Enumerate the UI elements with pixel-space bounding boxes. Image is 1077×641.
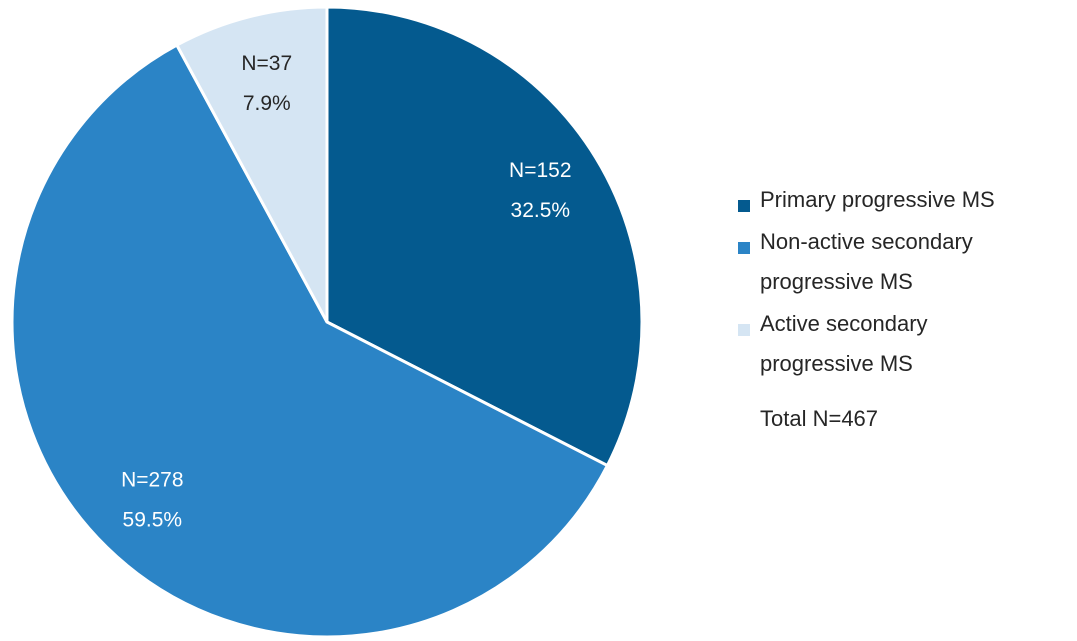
pie-slice	[325, 5, 644, 468]
legend-label: Active secondary progressive MS	[760, 311, 928, 376]
pie-slice	[10, 43, 610, 639]
chart: N=152 32.5% N=278 59.5% N=37 7.9%	[10, 5, 644, 639]
value-label: 59.5%	[123, 508, 183, 531]
legend-swatch	[738, 324, 750, 336]
value-label: 7.9%	[243, 92, 291, 115]
value-label: 32.5%	[511, 199, 571, 222]
legend-label: Non-active secondary progressive MS	[760, 229, 973, 294]
legend-item: Non-active secondary progressive MS	[738, 229, 1068, 302]
legend-label: Primary progressive MS	[760, 187, 995, 212]
annotation: Total N=467	[760, 406, 879, 431]
count-label: N=37	[241, 52, 292, 75]
count-label: N=152	[509, 159, 571, 182]
count-label: N=278	[121, 468, 183, 491]
legend-item: Active secondary progressive MS	[738, 311, 1068, 384]
legend: Primary progressive MS Non-active seconda…	[738, 187, 1068, 432]
pie-slice	[174, 5, 329, 323]
legend-swatch	[738, 200, 750, 212]
legend-swatch	[738, 242, 750, 254]
legend-item: Primary progressive MS	[738, 187, 1068, 220]
